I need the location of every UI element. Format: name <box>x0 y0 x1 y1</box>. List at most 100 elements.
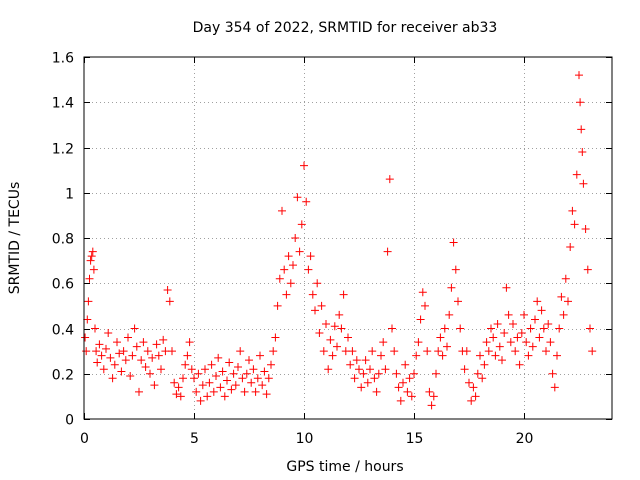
y-tick-label: 1.2 <box>52 142 74 158</box>
data-point <box>335 310 344 319</box>
data-point <box>93 358 102 367</box>
data-point <box>172 390 181 399</box>
data-point <box>447 283 456 292</box>
data-point <box>462 347 471 356</box>
data-point <box>368 347 377 356</box>
data-point <box>583 265 592 274</box>
x-tick-label: 15 <box>406 431 424 447</box>
data-point <box>135 387 143 396</box>
data-point <box>553 351 561 360</box>
data-point <box>548 369 557 378</box>
x-tick-label: 20 <box>516 431 534 447</box>
data-point <box>454 297 462 306</box>
data-point <box>88 247 97 256</box>
data-point <box>256 351 264 360</box>
data-point <box>392 369 401 378</box>
data-point <box>212 372 220 381</box>
data-point <box>482 338 491 347</box>
data-point <box>234 362 242 371</box>
data-point <box>572 170 581 179</box>
data-point <box>348 347 357 356</box>
data-point <box>238 374 247 383</box>
data-point <box>370 374 379 383</box>
data-point <box>337 324 346 333</box>
data-point <box>152 340 161 349</box>
data-point <box>130 324 139 333</box>
data-point <box>249 365 258 374</box>
data-point <box>511 347 520 356</box>
data-point <box>262 390 271 399</box>
data-point <box>539 324 548 333</box>
data-point <box>282 290 291 299</box>
data-point <box>139 338 148 347</box>
data-point <box>198 381 207 390</box>
data-point <box>300 161 308 170</box>
data-point <box>102 344 110 353</box>
data-point <box>280 265 289 274</box>
data-point <box>245 356 253 365</box>
data-point <box>295 247 304 256</box>
data-point <box>383 247 392 256</box>
data-point <box>432 369 440 378</box>
data-point <box>291 234 300 242</box>
data-point <box>550 383 559 392</box>
data-point <box>421 301 429 310</box>
data-point <box>487 324 495 333</box>
data-point <box>267 360 275 369</box>
data-point <box>401 360 410 369</box>
data-point <box>165 297 174 306</box>
data-point <box>359 369 368 378</box>
data-point <box>223 376 231 385</box>
data-point <box>546 338 555 347</box>
y-tick-label: 1 <box>65 187 74 203</box>
data-point <box>231 381 240 390</box>
data-point <box>533 297 542 306</box>
data-point <box>372 387 381 396</box>
data-point <box>460 365 469 374</box>
data-point <box>132 342 141 351</box>
data-point <box>143 347 152 356</box>
data-point <box>119 347 128 356</box>
data-point <box>346 360 355 369</box>
data-point <box>141 362 150 371</box>
data-point <box>542 347 550 356</box>
data-point <box>174 383 183 392</box>
data-point <box>434 347 443 356</box>
data-point <box>473 369 482 378</box>
data-point <box>526 324 535 333</box>
data-point <box>399 378 407 387</box>
data-point <box>414 338 423 347</box>
data-point <box>385 175 394 184</box>
data-point <box>92 347 101 356</box>
data-point <box>86 256 95 265</box>
data-point <box>176 392 185 401</box>
data-point <box>240 387 249 396</box>
data-point <box>544 319 553 328</box>
data-point <box>264 374 273 383</box>
data-point <box>227 385 236 394</box>
data-point <box>258 381 267 390</box>
data-point <box>203 392 212 401</box>
data-point <box>438 351 447 360</box>
data-point <box>513 333 522 342</box>
data-point <box>168 347 176 356</box>
data-point <box>313 279 322 288</box>
data-point <box>159 335 168 344</box>
data-point <box>443 342 451 351</box>
y-axis-label: SRMTID / TECUs <box>7 182 23 295</box>
data-point <box>315 329 324 338</box>
data-point <box>84 297 93 306</box>
data-point <box>440 324 449 333</box>
data-point <box>531 315 539 324</box>
data-point <box>581 224 590 233</box>
data-point <box>311 306 319 315</box>
data-point <box>236 347 245 356</box>
data-point <box>89 265 98 274</box>
data-point <box>181 360 190 369</box>
data-point <box>564 297 572 306</box>
data-point <box>87 252 96 261</box>
data-point <box>185 338 194 347</box>
data-point <box>506 338 515 347</box>
data-point <box>110 360 119 369</box>
